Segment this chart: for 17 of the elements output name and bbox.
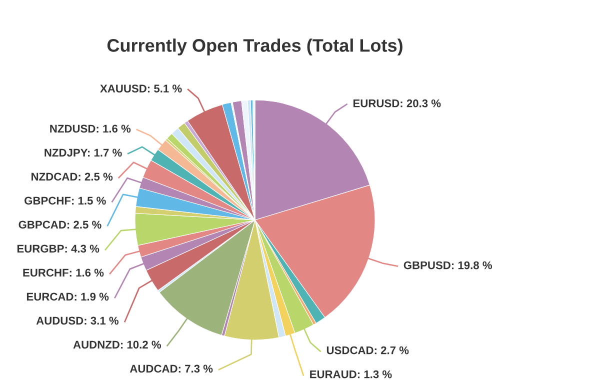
slice-label: AUDCAD: 7.3 %	[130, 364, 213, 373]
slice-label: NZDJPY: 1.7 %	[44, 148, 122, 157]
slice-label: EURAUD: 1.3 %	[310, 370, 392, 378]
slice-label: GBPCAD: 2.5 %	[18, 220, 102, 229]
slice-label: EURCAD: 1.9 %	[26, 292, 109, 301]
slice-label: EURCHF: 1.6 %	[23, 268, 104, 277]
slice-label: USDCAD: 2.7 %	[326, 346, 409, 354]
slice-label: GBPUSD: 19.8 %	[404, 261, 492, 270]
slice-label: NZDCAD: 2.5 %	[32, 172, 113, 181]
slice-label: AUDUSD: 3.1 %	[36, 316, 119, 325]
slice-label: EURUSD: 20.3 %	[353, 99, 441, 108]
chart-title: Currently Open Trades (Total Lots)	[107, 38, 402, 56]
slice-label: NZDUSD: 1.6 %	[50, 124, 131, 133]
slice-label: XAUUSD: 5.1 %	[100, 84, 182, 92]
slice-label: EURGBP: 4.3 %	[17, 244, 100, 253]
slice-label: GBPCHF: 1.5 %	[24, 196, 106, 205]
slice-label: AUDNZD: 10.2 %	[73, 340, 162, 349]
